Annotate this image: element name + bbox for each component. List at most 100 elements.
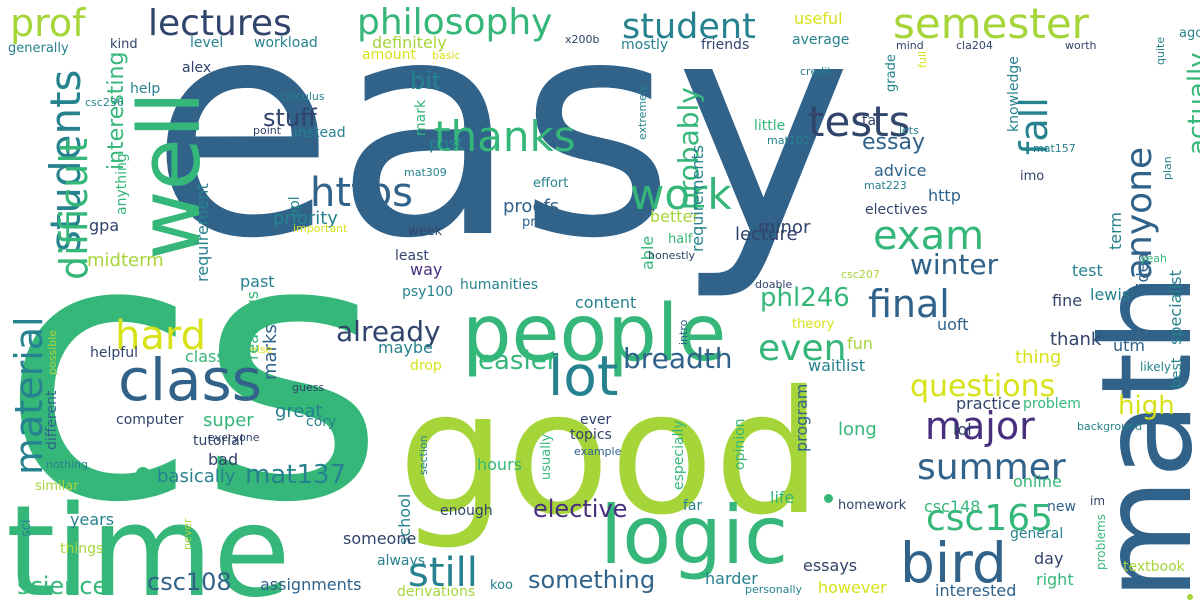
word-content: content xyxy=(575,293,637,312)
word-cs: cs xyxy=(0,162,386,581)
word-yeah: yeah xyxy=(1140,252,1167,265)
word-problems: problems xyxy=(1094,514,1108,570)
word-psy100: psy100 xyxy=(402,284,454,300)
word-practice: practice xyxy=(956,394,1021,413)
word-intro: intro xyxy=(677,319,690,345)
word-requirements: requirements xyxy=(688,144,707,252)
word-good: good xyxy=(398,355,822,553)
word-long: long xyxy=(838,419,877,440)
word-actually: actually xyxy=(1183,52,1200,155)
word-ppl: ppl xyxy=(287,196,303,218)
word-guess: guess xyxy=(292,381,325,394)
word-minor: minor xyxy=(758,217,811,238)
word-csc148: csc148 xyxy=(924,497,981,516)
word-topics: topics xyxy=(570,427,612,443)
word-however: however xyxy=(818,578,887,597)
word-definitely: definitely xyxy=(372,33,447,52)
word-doable: doable xyxy=(755,278,793,291)
word-proofs: proofs xyxy=(503,196,560,217)
word-people: people xyxy=(462,289,727,379)
word-imo: imo xyxy=(1020,169,1045,184)
word-similar: similar xyxy=(35,479,79,494)
word-breadth: breadth xyxy=(623,342,733,375)
word-likely: likely xyxy=(1140,360,1172,374)
word-utm: utm xyxy=(1113,336,1145,355)
word-test: test xyxy=(1072,261,1103,280)
word-someone: someone xyxy=(343,529,417,548)
word-fine: fine xyxy=(1052,291,1083,310)
word-especially: especially xyxy=(671,420,687,490)
word-ta: ta xyxy=(862,113,877,129)
word-csc207: csc207 xyxy=(841,268,880,281)
word-im: im xyxy=(1090,494,1106,508)
word-different: different xyxy=(44,390,60,450)
word-summer: summer xyxy=(917,447,1066,488)
word-online: online xyxy=(1013,472,1062,491)
word-way: way xyxy=(410,260,443,279)
word-life: life xyxy=(770,488,795,507)
word-essay: essay xyxy=(862,130,925,155)
word-least: least xyxy=(395,248,429,264)
word-student: student xyxy=(622,7,756,47)
word-worth: worth xyxy=(1065,39,1097,52)
word-opinion: opinion xyxy=(732,418,748,470)
word-csc108: csc108 xyxy=(147,568,232,596)
word-years: years xyxy=(70,510,115,529)
word-cla204: cla204 xyxy=(956,39,993,52)
word-week: week xyxy=(408,224,443,239)
word-https: https xyxy=(310,170,413,216)
word-point: point xyxy=(253,124,282,137)
word-semester: semester xyxy=(893,0,1089,48)
dot-mark xyxy=(823,493,833,503)
word-tutorial: tutorial xyxy=(193,433,244,449)
word-great: great xyxy=(275,401,323,422)
word-easy: easy xyxy=(150,0,853,304)
word-general: general xyxy=(1010,526,1064,542)
word-gpa: gpa xyxy=(89,216,120,235)
word-section: section xyxy=(417,435,430,475)
word-lol: lol xyxy=(953,420,972,439)
word-credit: credit xyxy=(800,65,832,78)
word-useful: useful xyxy=(794,9,843,28)
word-harder: harder xyxy=(705,569,758,588)
word-homework: homework xyxy=(838,498,907,513)
word-thanks: thanks xyxy=(434,112,576,161)
word-right: right xyxy=(1036,570,1074,589)
word-questions: questions xyxy=(910,369,1056,404)
word-theory: theory xyxy=(792,317,835,332)
word-half: half xyxy=(668,232,693,247)
word-mat102: mat102 xyxy=(767,134,810,147)
word-workload: workload xyxy=(254,35,318,51)
word-personally: personally xyxy=(745,583,803,596)
word-derivations: derivations xyxy=(397,584,476,600)
word-always: always xyxy=(377,553,426,569)
word-usually: usually xyxy=(539,433,554,480)
word-assignments: assignments xyxy=(260,575,362,594)
word-knowledge: knowledge xyxy=(1006,56,1022,132)
word-lewis: lewis xyxy=(1090,285,1131,304)
word-important: important xyxy=(293,222,348,235)
word-elective: elective xyxy=(533,495,628,523)
word-sci: sci xyxy=(19,519,34,537)
word-level: level xyxy=(190,35,224,51)
word-requirement: requirement xyxy=(193,183,212,282)
word-essays: essays xyxy=(803,556,858,575)
word-work: work xyxy=(630,170,732,219)
word-helpful: helpful xyxy=(90,345,138,361)
word-waitlist: waitlist xyxy=(808,356,866,375)
word-drop: drop xyxy=(410,358,442,374)
word-else: else xyxy=(250,343,273,356)
word-ago: ago xyxy=(1179,26,1200,41)
word-even: even xyxy=(758,328,847,369)
word-problem: problem xyxy=(1023,396,1081,412)
word-calculus: calculus xyxy=(280,90,325,103)
word-profs: profs xyxy=(522,215,555,230)
word-honestly: honestly xyxy=(648,249,696,262)
word-already: already xyxy=(336,315,441,348)
word-phl246: phl246 xyxy=(760,283,850,313)
word-bad: bad xyxy=(208,450,239,469)
word-amount: amount xyxy=(362,47,417,63)
word-computer: computer xyxy=(116,412,184,428)
word-cory: cory xyxy=(306,414,337,430)
